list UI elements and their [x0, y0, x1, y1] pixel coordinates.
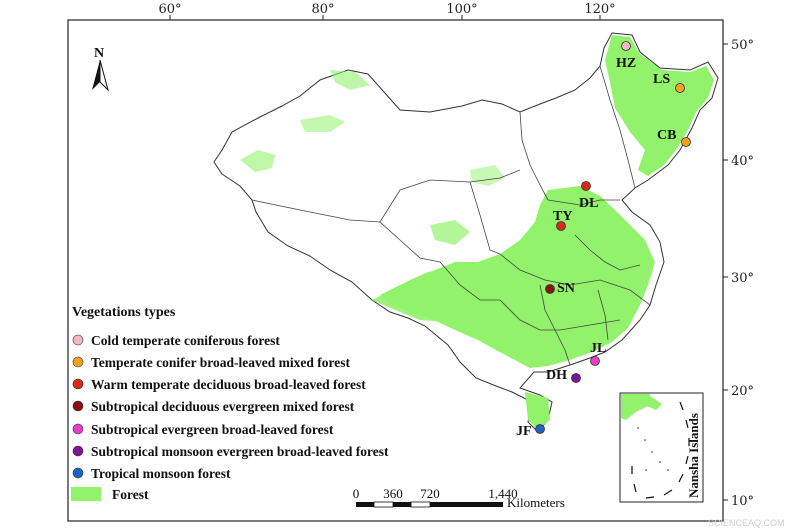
lat-tick-40: 40° — [731, 154, 754, 169]
site-label-dl: DL — [579, 196, 598, 211]
legend-item-cold-temperate: Cold temperate coniferous forest — [91, 333, 280, 348]
legend-item-subtropical-mixed: Subtropical deciduous evergreen mixed fo… — [91, 399, 355, 414]
scale-bar: 0 360 720 1,440 Kilometers — [353, 486, 565, 510]
scale-tick-0: 0 — [353, 486, 360, 501]
watermark: SCIENCEAQ.COM — [708, 518, 785, 528]
north-arrow-left — [92, 60, 100, 90]
legend-item-tropical: Tropical monsoon forest — [91, 466, 231, 481]
legend-swatch-subtropical-mixed — [72, 400, 84, 412]
site-label-jl: JL — [590, 341, 606, 356]
top-axis: 60° 80° 100° 120° — [158, 2, 616, 20]
site-label-sn: SN — [557, 281, 575, 296]
forest-areas — [240, 35, 714, 430]
north-arrow: N — [92, 46, 109, 92]
legend-swatch-tropical — [72, 467, 84, 479]
legend-item-temperate-mixed: Temperate conifer broad-leaved mixed for… — [91, 355, 350, 370]
scale-tick-720: 720 — [420, 486, 440, 501]
site-marker-cb — [681, 137, 691, 147]
legend: Vegetations types Cold temperate conifer… — [71, 305, 389, 502]
legend-item-forest: Forest — [112, 487, 149, 502]
legend-swatch-temperate-mixed — [72, 356, 84, 368]
north-arrow-label: N — [94, 46, 104, 61]
site-marker-dh — [571, 373, 581, 383]
site-labels: HZ LS CB DL TY SN JL DH JF — [516, 56, 676, 439]
inset-islands — [637, 427, 669, 471]
inset-map: Nansha Islands — [619, 392, 704, 503]
site-label-cb: CB — [657, 128, 676, 143]
scale-tick-360: 360 — [383, 486, 403, 501]
site-label-jf: JF — [516, 424, 532, 439]
legend-swatch-warm-temperate — [72, 378, 84, 390]
scale-segment-3 — [393, 502, 411, 507]
lon-tick-60: 60° — [158, 2, 181, 17]
site-marker-ls — [675, 83, 685, 93]
legend-item-subtropical-evergreen: Subtropical evergreen broad-leaved fores… — [91, 422, 334, 437]
legend-swatch-cold-temperate — [72, 334, 84, 346]
legend-swatch-forest — [71, 487, 101, 501]
inset-dashed-line — [631, 401, 690, 499]
province-boundaries — [251, 65, 651, 366]
legend-title: Vegetations types — [72, 305, 176, 320]
site-marker-jl — [590, 356, 600, 366]
lat-tick-10: 10° — [731, 494, 754, 509]
inset-mainland-forest — [621, 394, 650, 420]
scale-segment-2 — [373, 501, 394, 508]
site-label-ty: TY — [553, 209, 572, 224]
site-label-hz: HZ — [616, 56, 636, 71]
legend-swatch-subtropical-monsoon — [72, 445, 84, 457]
scale-unit: Kilometers — [507, 495, 565, 510]
lon-tick-80: 80° — [311, 2, 334, 17]
scale-tick-1440: 1,440 — [488, 486, 517, 501]
lon-tick-120: 120° — [584, 2, 615, 17]
site-marker-sn — [545, 284, 555, 294]
site-label-dh: DH — [546, 368, 567, 383]
legend-swatch-subtropical-evergreen — [72, 423, 84, 435]
inset-island-forest — [640, 396, 662, 410]
site-marker-ty — [556, 221, 566, 231]
right-axis: 50° 40° 30° 20° 10° — [723, 38, 754, 509]
lat-tick-50: 50° — [731, 38, 754, 53]
north-arrow-right — [99, 59, 109, 92]
lon-tick-100: 100° — [446, 2, 477, 17]
site-marker-dl — [581, 181, 591, 191]
site-marker-hz — [621, 41, 631, 51]
inset-label: Nansha Islands — [686, 413, 701, 498]
site-marker-jf — [535, 424, 545, 434]
legend-item-subtropical-monsoon: Subtropical monsoon evergreen broad-leav… — [91, 444, 389, 459]
lat-tick-20: 20° — [731, 384, 754, 399]
scale-segment-5 — [430, 502, 503, 507]
site-label-ls: LS — [653, 72, 670, 87]
legend-item-warm-temperate: Warm temperate deciduous broad-leaved fo… — [91, 377, 366, 392]
scale-segment-4 — [410, 501, 431, 508]
site-markers — [535, 41, 691, 434]
scale-segment-1 — [356, 502, 374, 507]
lat-tick-30: 30° — [731, 271, 754, 286]
